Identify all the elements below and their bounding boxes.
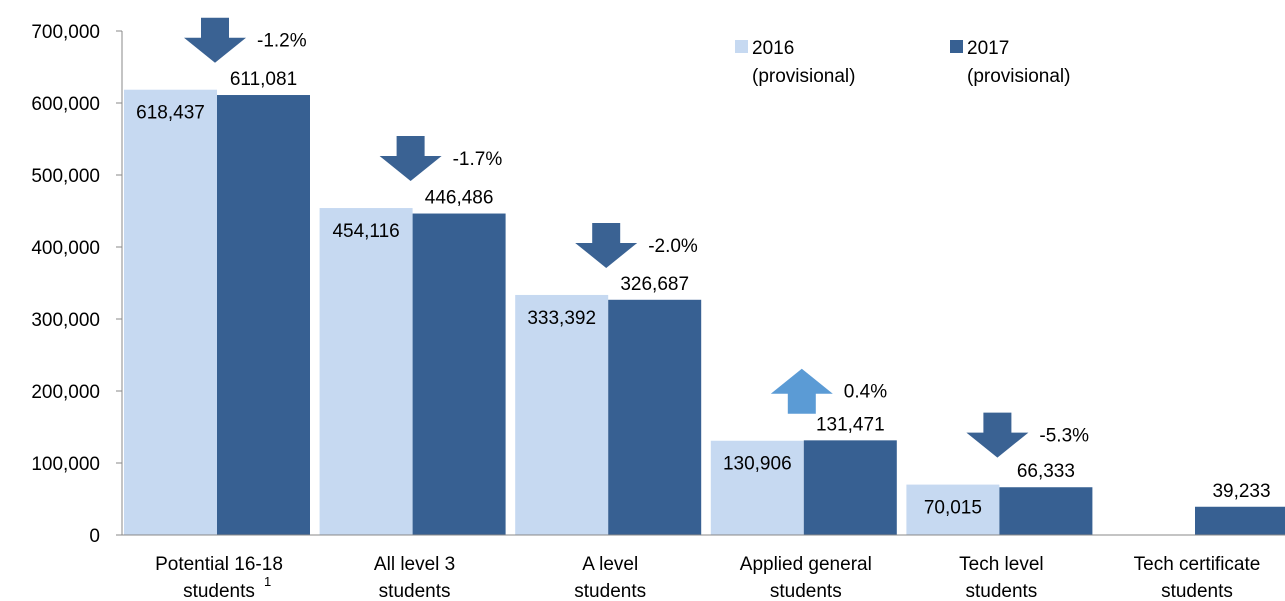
bar xyxy=(608,299,702,535)
change-arrow xyxy=(770,368,833,414)
x-tick-label: students xyxy=(1161,581,1233,601)
bar xyxy=(1195,506,1285,535)
legend-line: 2017 xyxy=(967,38,1015,59)
x-tick-label: Tech certificate xyxy=(1134,554,1261,575)
legend-line: (provisional) xyxy=(967,66,1070,87)
bar xyxy=(710,440,804,535)
change-label: -5.3% xyxy=(1039,426,1089,447)
value-label: 131,471 xyxy=(816,414,885,435)
y-tick-label: 300,000 xyxy=(31,310,100,331)
legend-swatch xyxy=(735,40,748,53)
change-label: 0.4% xyxy=(844,382,887,403)
y-tick-label: 100,000 xyxy=(31,454,100,475)
bar xyxy=(217,95,310,536)
value-label: 130,906 xyxy=(723,454,792,475)
value-label: 454,116 xyxy=(332,221,399,242)
y-tick-label: 0 xyxy=(89,526,100,547)
value-label: 611,081 xyxy=(230,69,297,90)
x-tick-label: Tech level xyxy=(959,554,1044,575)
y-tick-label: 600,000 xyxy=(31,94,100,115)
y-tick-label: 700,000 xyxy=(31,22,100,43)
bar xyxy=(319,208,413,535)
y-tick-label: 200,000 xyxy=(31,382,100,403)
legend-line: (provisional) xyxy=(752,66,855,87)
x-tick-label: students xyxy=(574,581,646,601)
x-tick-label: students xyxy=(379,581,451,601)
x-tick-label: A level xyxy=(582,554,638,575)
y-tick-label: 500,000 xyxy=(31,166,100,187)
y-tick-label: 400,000 xyxy=(31,238,100,259)
footnote-marker: 1 xyxy=(264,574,271,589)
change-arrow xyxy=(575,222,638,268)
bar xyxy=(999,487,1093,535)
value-label: 70,015 xyxy=(924,498,982,519)
value-label: 446,486 xyxy=(425,188,494,209)
x-tick-label: Potential 16-18 xyxy=(155,554,283,575)
change-arrow xyxy=(379,136,442,182)
change-arrow xyxy=(966,412,1029,458)
x-tick-label: Applied general xyxy=(740,554,872,575)
value-label: 326,687 xyxy=(620,274,689,295)
legend-swatch xyxy=(950,40,963,53)
x-tick-label: students xyxy=(770,581,842,601)
legend-label: 2017 (provisional) xyxy=(967,38,1070,87)
bar xyxy=(803,440,897,535)
bar xyxy=(412,213,506,535)
change-label: -1.2% xyxy=(257,31,307,52)
bar xyxy=(124,89,217,536)
legend-label: 2016 (provisional) xyxy=(752,38,855,87)
x-tick-label: students xyxy=(965,581,1037,601)
bar xyxy=(515,294,609,535)
value-label: 618,437 xyxy=(136,103,205,124)
change-label: -2.0% xyxy=(648,236,698,257)
change-arrow xyxy=(184,17,246,63)
value-label: 66,333 xyxy=(1017,461,1075,482)
bar xyxy=(906,484,1000,535)
change-label: -1.7% xyxy=(453,149,503,170)
value-label: 333,392 xyxy=(527,308,596,329)
value-label: 39,233 xyxy=(1212,481,1270,502)
legend-line: 2016 xyxy=(752,38,800,59)
x-tick-label: students xyxy=(183,581,255,601)
x-tick-label: All level 3 xyxy=(374,554,455,575)
